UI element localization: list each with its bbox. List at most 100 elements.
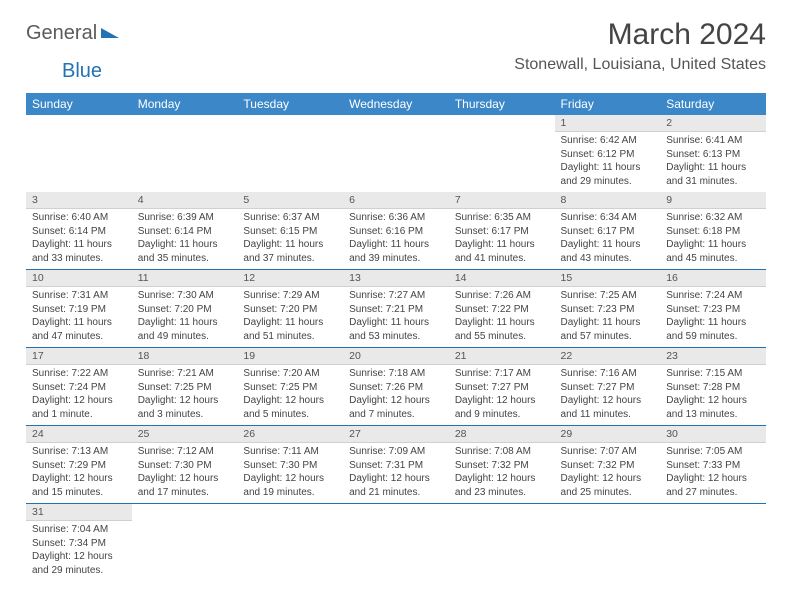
calendar-cell [343, 504, 449, 582]
daylight-text: Daylight: 11 hours and 31 minutes. [666, 161, 760, 188]
day-details: Sunrise: 6:42 AMSunset: 6:12 PMDaylight:… [555, 132, 661, 192]
calendar-cell: 24Sunrise: 7:13 AMSunset: 7:29 PMDayligh… [26, 426, 132, 504]
day-details: Sunrise: 7:05 AMSunset: 7:33 PMDaylight:… [660, 443, 766, 503]
calendar-cell: 19Sunrise: 7:20 AMSunset: 7:25 PMDayligh… [237, 348, 343, 426]
sunrise-text: Sunrise: 7:18 AM [349, 367, 443, 381]
day-number: 30 [660, 426, 766, 443]
sunset-text: Sunset: 6:15 PM [243, 225, 337, 239]
sunrise-text: Sunrise: 6:36 AM [349, 211, 443, 225]
calendar-cell: 26Sunrise: 7:11 AMSunset: 7:30 PMDayligh… [237, 426, 343, 504]
sunset-text: Sunset: 7:28 PM [666, 381, 760, 395]
day-number: 14 [449, 270, 555, 287]
day-number: 3 [26, 192, 132, 209]
calendar-cell: 15Sunrise: 7:25 AMSunset: 7:23 PMDayligh… [555, 270, 661, 348]
day-number: 4 [132, 192, 238, 209]
daylight-text: Daylight: 12 hours and 13 minutes. [666, 394, 760, 421]
sunset-text: Sunset: 7:20 PM [138, 303, 232, 317]
calendar-cell: 17Sunrise: 7:22 AMSunset: 7:24 PMDayligh… [26, 348, 132, 426]
daylight-text: Daylight: 11 hours and 41 minutes. [455, 238, 549, 265]
calendar-table: Sunday Monday Tuesday Wednesday Thursday… [26, 93, 766, 581]
day-details: Sunrise: 7:07 AMSunset: 7:32 PMDaylight:… [555, 443, 661, 503]
calendar-cell: 30Sunrise: 7:05 AMSunset: 7:33 PMDayligh… [660, 426, 766, 504]
daylight-text: Daylight: 12 hours and 15 minutes. [32, 472, 126, 499]
sunset-text: Sunset: 6:17 PM [455, 225, 549, 239]
sunrise-text: Sunrise: 7:09 AM [349, 445, 443, 459]
calendar-cell [237, 115, 343, 192]
daylight-text: Daylight: 12 hours and 21 minutes. [349, 472, 443, 499]
sunrise-text: Sunrise: 7:08 AM [455, 445, 549, 459]
sunset-text: Sunset: 7:30 PM [138, 459, 232, 473]
calendar-week-row: 10Sunrise: 7:31 AMSunset: 7:19 PMDayligh… [26, 270, 766, 348]
sunrise-text: Sunrise: 7:05 AM [666, 445, 760, 459]
day-details: Sunrise: 7:12 AMSunset: 7:30 PMDaylight:… [132, 443, 238, 503]
daylight-text: Daylight: 12 hours and 23 minutes. [455, 472, 549, 499]
daylight-text: Daylight: 11 hours and 51 minutes. [243, 316, 337, 343]
weekday-header: Monday [132, 93, 238, 115]
logo: General [26, 22, 119, 45]
calendar-cell: 29Sunrise: 7:07 AMSunset: 7:32 PMDayligh… [555, 426, 661, 504]
weekday-header: Friday [555, 93, 661, 115]
calendar-cell: 23Sunrise: 7:15 AMSunset: 7:28 PMDayligh… [660, 348, 766, 426]
sunrise-text: Sunrise: 6:41 AM [666, 134, 760, 148]
daylight-text: Daylight: 11 hours and 37 minutes. [243, 238, 337, 265]
calendar-cell: 2Sunrise: 6:41 AMSunset: 6:13 PMDaylight… [660, 115, 766, 192]
day-details: Sunrise: 7:24 AMSunset: 7:23 PMDaylight:… [660, 287, 766, 347]
calendar-cell [237, 504, 343, 582]
sunrise-text: Sunrise: 7:16 AM [561, 367, 655, 381]
day-number: 13 [343, 270, 449, 287]
day-details: Sunrise: 6:36 AMSunset: 6:16 PMDaylight:… [343, 209, 449, 269]
daylight-text: Daylight: 12 hours and 11 minutes. [561, 394, 655, 421]
day-details: Sunrise: 6:37 AMSunset: 6:15 PMDaylight:… [237, 209, 343, 269]
sunset-text: Sunset: 7:23 PM [666, 303, 760, 317]
sunset-text: Sunset: 7:34 PM [32, 537, 126, 551]
day-number: 16 [660, 270, 766, 287]
day-details: Sunrise: 6:34 AMSunset: 6:17 PMDaylight:… [555, 209, 661, 269]
day-details: Sunrise: 6:32 AMSunset: 6:18 PMDaylight:… [660, 209, 766, 269]
sunrise-text: Sunrise: 7:30 AM [138, 289, 232, 303]
calendar-cell: 4Sunrise: 6:39 AMSunset: 6:14 PMDaylight… [132, 192, 238, 270]
day-number: 22 [555, 348, 661, 365]
sunrise-text: Sunrise: 7:04 AM [32, 523, 126, 537]
day-details: Sunrise: 7:11 AMSunset: 7:30 PMDaylight:… [237, 443, 343, 503]
sunrise-text: Sunrise: 7:29 AM [243, 289, 337, 303]
sunset-text: Sunset: 7:27 PM [561, 381, 655, 395]
day-number: 15 [555, 270, 661, 287]
sunset-text: Sunset: 7:22 PM [455, 303, 549, 317]
sunset-text: Sunset: 6:14 PM [32, 225, 126, 239]
calendar-cell: 14Sunrise: 7:26 AMSunset: 7:22 PMDayligh… [449, 270, 555, 348]
sunset-text: Sunset: 6:12 PM [561, 148, 655, 162]
sunrise-text: Sunrise: 7:20 AM [243, 367, 337, 381]
sunrise-text: Sunrise: 6:40 AM [32, 211, 126, 225]
day-number: 29 [555, 426, 661, 443]
day-number: 28 [449, 426, 555, 443]
sunrise-text: Sunrise: 6:34 AM [561, 211, 655, 225]
sunrise-text: Sunrise: 7:22 AM [32, 367, 126, 381]
sunrise-text: Sunrise: 7:21 AM [138, 367, 232, 381]
weekday-header: Saturday [660, 93, 766, 115]
daylight-text: Daylight: 12 hours and 25 minutes. [561, 472, 655, 499]
calendar-week-row: 24Sunrise: 7:13 AMSunset: 7:29 PMDayligh… [26, 426, 766, 504]
sunrise-text: Sunrise: 6:37 AM [243, 211, 337, 225]
day-details: Sunrise: 7:08 AMSunset: 7:32 PMDaylight:… [449, 443, 555, 503]
daylight-text: Daylight: 12 hours and 27 minutes. [666, 472, 760, 499]
day-details: Sunrise: 7:20 AMSunset: 7:25 PMDaylight:… [237, 365, 343, 425]
day-number: 26 [237, 426, 343, 443]
calendar-cell [555, 504, 661, 582]
calendar-cell: 20Sunrise: 7:18 AMSunset: 7:26 PMDayligh… [343, 348, 449, 426]
calendar-week-row: 31Sunrise: 7:04 AMSunset: 7:34 PMDayligh… [26, 504, 766, 582]
calendar-week-row: 17Sunrise: 7:22 AMSunset: 7:24 PMDayligh… [26, 348, 766, 426]
daylight-text: Daylight: 12 hours and 5 minutes. [243, 394, 337, 421]
calendar-cell: 18Sunrise: 7:21 AMSunset: 7:25 PMDayligh… [132, 348, 238, 426]
calendar-cell [132, 504, 238, 582]
day-number: 6 [343, 192, 449, 209]
sunrise-text: Sunrise: 7:07 AM [561, 445, 655, 459]
daylight-text: Daylight: 11 hours and 55 minutes. [455, 316, 549, 343]
calendar-week-row: 1Sunrise: 6:42 AMSunset: 6:12 PMDaylight… [26, 115, 766, 192]
day-number: 2 [660, 115, 766, 132]
day-number: 11 [132, 270, 238, 287]
day-details: Sunrise: 7:17 AMSunset: 7:27 PMDaylight:… [449, 365, 555, 425]
day-details: Sunrise: 7:31 AMSunset: 7:19 PMDaylight:… [26, 287, 132, 347]
daylight-text: Daylight: 11 hours and 45 minutes. [666, 238, 760, 265]
daylight-text: Daylight: 11 hours and 29 minutes. [561, 161, 655, 188]
calendar-cell [343, 115, 449, 192]
